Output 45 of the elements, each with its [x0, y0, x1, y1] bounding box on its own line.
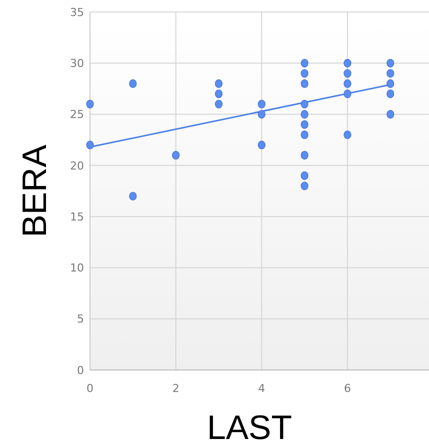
- point: [258, 100, 266, 108]
- point: [386, 79, 394, 88]
- x-axis-title: LAST: [206, 409, 292, 445]
- point: [344, 79, 352, 88]
- y-tick-label: 30: [70, 56, 84, 70]
- point: [344, 69, 352, 78]
- point: [300, 182, 308, 190]
- point: [214, 79, 223, 88]
- point: [300, 120, 308, 129]
- x-tick-label: 6: [344, 382, 351, 395]
- y-tick-label: 15: [70, 210, 84, 224]
- point: [300, 110, 308, 119]
- point: [300, 69, 308, 78]
- point: [172, 150, 180, 160]
- point: [300, 58, 308, 68]
- point: [386, 110, 394, 119]
- point: [86, 140, 94, 150]
- x-tick-label: 2: [172, 382, 180, 395]
- point: [386, 69, 394, 78]
- point: [386, 90, 394, 98]
- point: [386, 58, 394, 68]
- y-tick-label: 20: [70, 159, 84, 172]
- point: [344, 58, 352, 68]
- point: [214, 100, 223, 108]
- point: [300, 150, 308, 160]
- x-tick-label: 0: [86, 382, 94, 395]
- y-tick-label: 5: [77, 312, 84, 326]
- y-tick-label: 25: [70, 108, 84, 122]
- point: [129, 192, 137, 200]
- point: [300, 100, 308, 108]
- point: [344, 130, 352, 140]
- point: [258, 110, 266, 119]
- y-tick-label: 0: [77, 364, 84, 377]
- y-tick-label: 10: [70, 262, 84, 275]
- point: [258, 140, 266, 150]
- point: [86, 100, 94, 108]
- y-tick-label: 35: [70, 6, 84, 19]
- point: [300, 79, 308, 88]
- point: [300, 171, 308, 180]
- x-tick-label: 4: [258, 382, 266, 395]
- point: [129, 79, 137, 88]
- point: [214, 90, 223, 98]
- point: [300, 130, 308, 140]
- y-axis-title: BERA: [16, 144, 54, 238]
- point: [344, 90, 352, 98]
